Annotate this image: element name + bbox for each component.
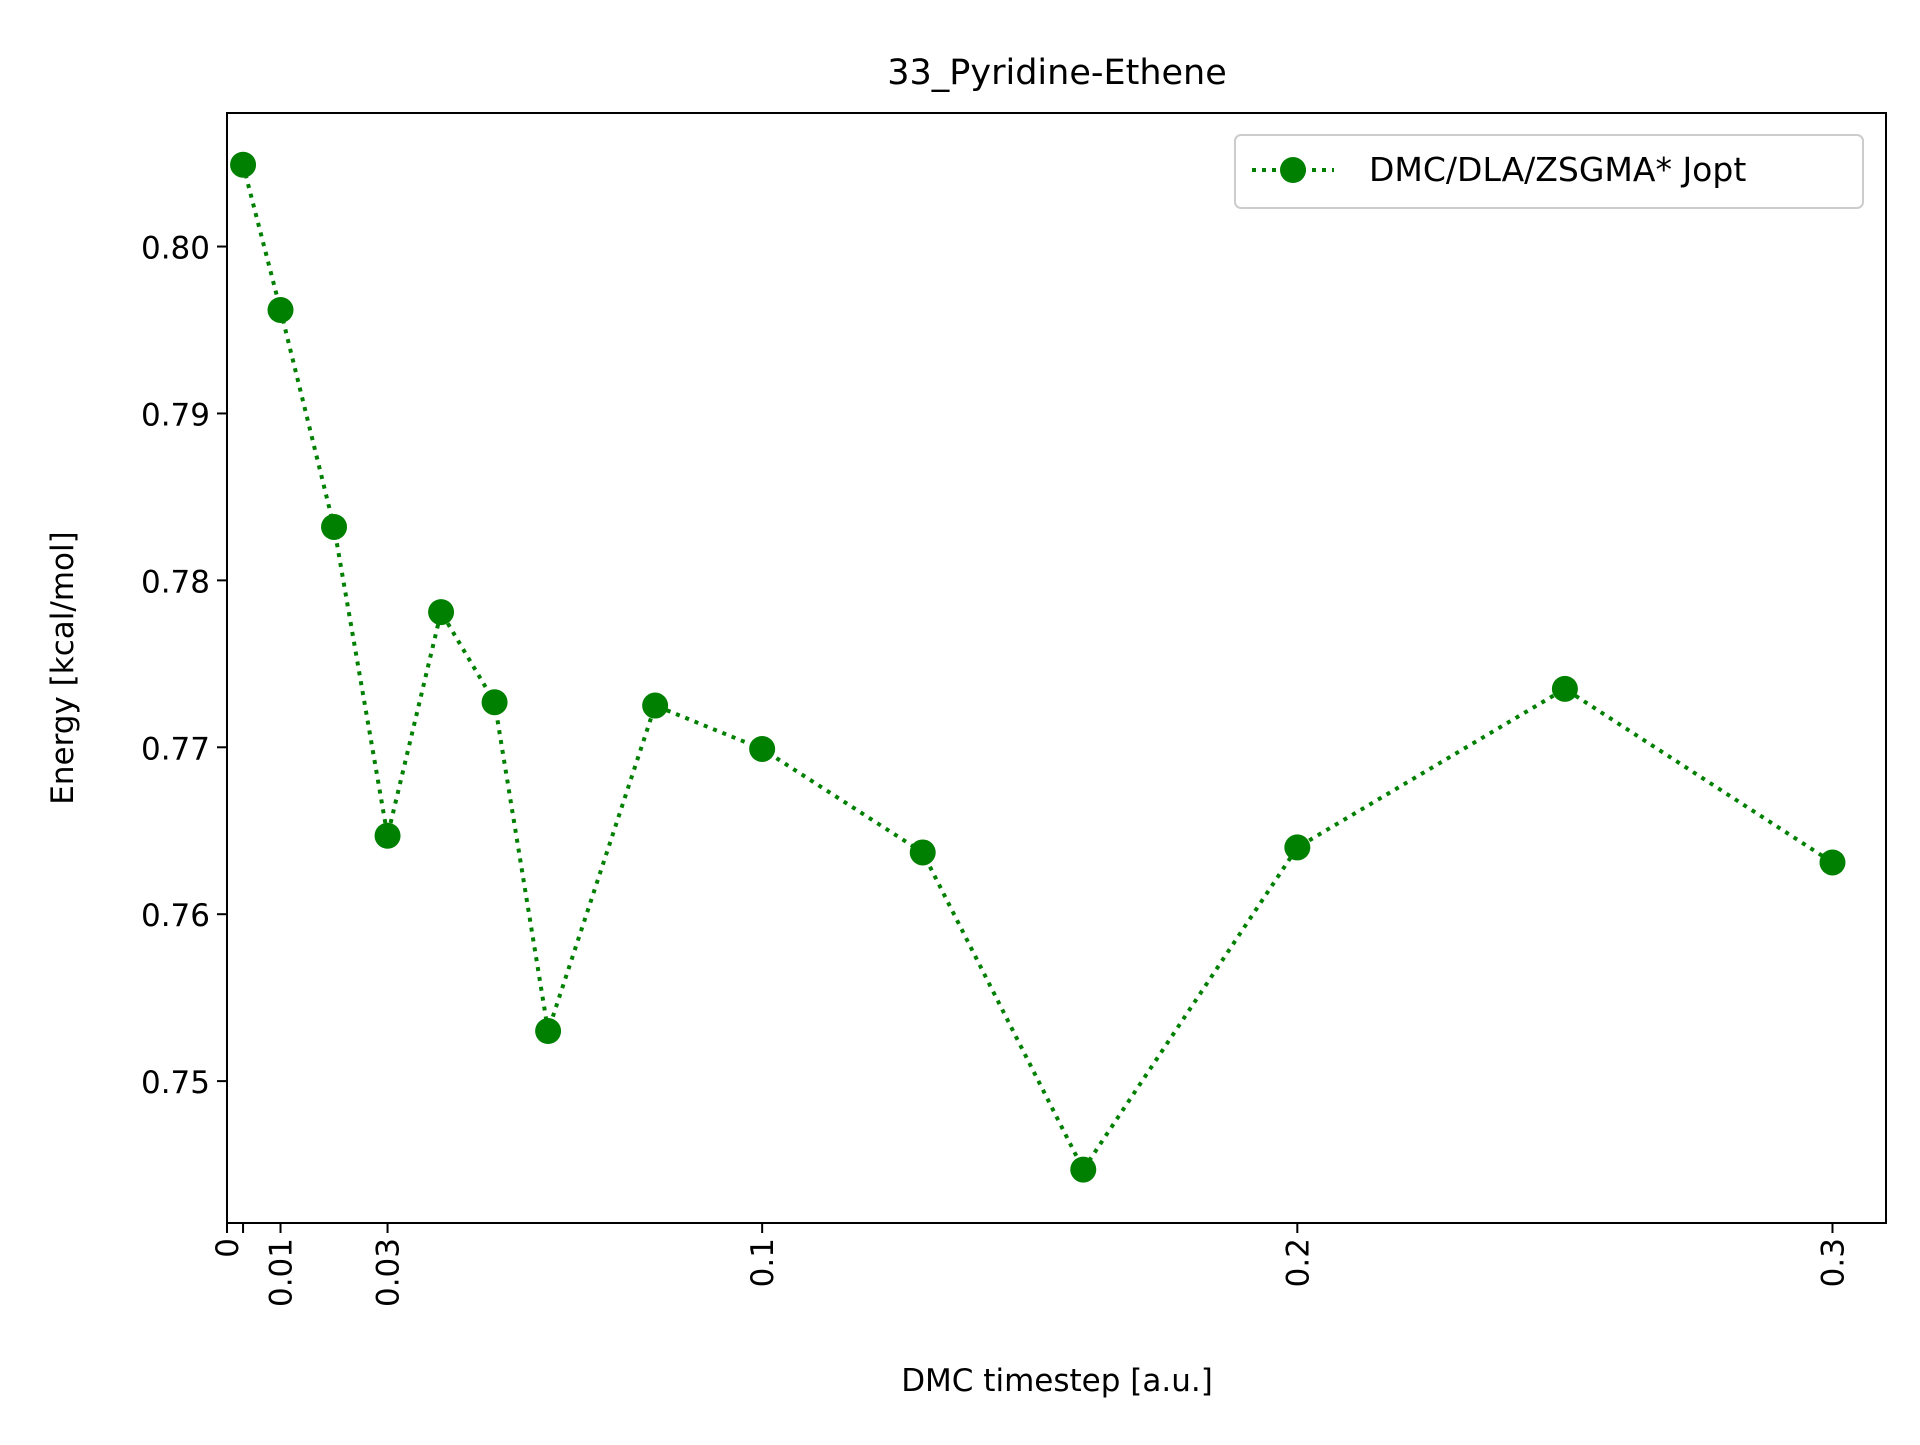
series-layer xyxy=(230,151,1846,1183)
x-tick-label: 0 xyxy=(210,1238,246,1258)
axis-ticks: 0.75 0.76 0.77 0.78 0.79 0.80 0 0.01 0.03 0.1 0.2 0… xyxy=(141,231,1852,1307)
data-point xyxy=(909,839,936,866)
y-axis-label: Energy [kcal/mol] xyxy=(45,531,81,804)
series-line xyxy=(241,164,1834,1172)
legend: DMC/DLA/ZSGMA* Jopt xyxy=(1234,134,1864,209)
plot-frame xyxy=(226,112,1887,1224)
data-point xyxy=(642,692,669,719)
data-point xyxy=(749,735,776,762)
data-point xyxy=(321,513,348,540)
y-tick-label: 0.75 xyxy=(141,1065,210,1101)
data-point xyxy=(267,296,294,323)
chart-title: 33_Pyridine-Ethene xyxy=(887,53,1227,93)
y-tick-label: 0.77 xyxy=(141,731,210,767)
legend-box xyxy=(1234,134,1864,209)
x-tick-label: 0.3 xyxy=(1815,1238,1851,1287)
data-point xyxy=(1070,1156,1097,1183)
data-point xyxy=(428,599,455,626)
x-tick-label: 0.1 xyxy=(745,1238,781,1287)
data-point xyxy=(535,1018,562,1045)
y-tick-label: 0.76 xyxy=(141,898,210,934)
data-point xyxy=(481,689,508,716)
data-point xyxy=(1819,849,1846,876)
x-tick-label: 0.2 xyxy=(1280,1238,1316,1287)
x-axis-label: DMC timestep [a.u.] xyxy=(901,1363,1213,1399)
legend-entry-label: DMC/DLA/ZSGMA* Jopt xyxy=(1369,150,1746,189)
y-tick-label: 0.80 xyxy=(141,231,210,267)
data-point xyxy=(374,822,401,849)
data-point xyxy=(230,151,257,178)
data-point xyxy=(1284,834,1311,861)
y-tick-label: 0.79 xyxy=(141,397,210,433)
y-tick-label: 0.78 xyxy=(141,564,210,600)
x-tick-label: 0.01 xyxy=(264,1238,300,1307)
x-tick-label: 0.03 xyxy=(371,1238,407,1307)
data-point xyxy=(1551,675,1578,702)
legend-marker xyxy=(1280,157,1306,183)
